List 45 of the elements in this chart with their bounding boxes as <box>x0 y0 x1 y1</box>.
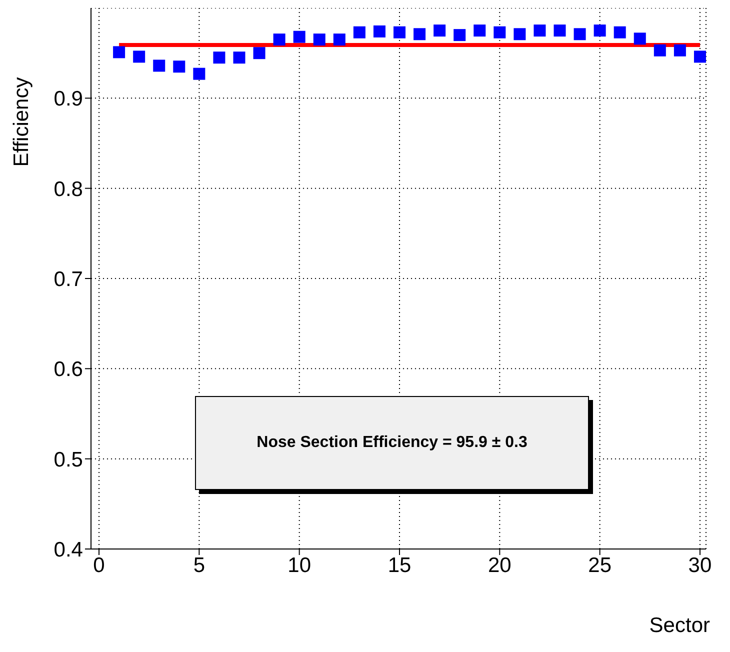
x-tick-label: 5 <box>193 554 206 577</box>
point <box>554 24 566 37</box>
point <box>614 26 626 38</box>
point <box>534 24 546 37</box>
point <box>514 28 526 40</box>
y-tick-label: 0.7 <box>54 268 83 291</box>
y-tick-label: 0.5 <box>54 448 83 472</box>
point <box>373 25 386 38</box>
x-tick-label: 20 <box>488 554 512 577</box>
point <box>133 50 146 63</box>
point <box>313 34 326 46</box>
x-tick-label: 0 <box>93 554 105 577</box>
point <box>434 24 446 37</box>
point <box>474 24 486 37</box>
y-axis-title: Efficiency <box>10 77 34 167</box>
point <box>674 44 686 56</box>
point <box>634 32 646 45</box>
point <box>494 26 506 38</box>
y-tick-label: 0.8 <box>54 178 83 201</box>
point <box>293 30 306 43</box>
y-tick-label: 0.9 <box>54 88 83 111</box>
point <box>454 29 466 42</box>
point <box>333 34 346 46</box>
point <box>594 24 606 37</box>
point <box>353 26 366 38</box>
point <box>414 28 426 40</box>
point <box>574 28 586 40</box>
y-tick-label: 0.4 <box>54 538 84 562</box>
point <box>113 46 126 58</box>
point <box>153 60 166 72</box>
point <box>213 52 226 64</box>
point <box>394 26 406 38</box>
point <box>173 60 186 73</box>
point <box>694 50 706 63</box>
x-tick-label: 10 <box>288 554 312 577</box>
point <box>193 68 206 80</box>
point <box>654 44 666 56</box>
x-tick-label: 15 <box>388 554 412 577</box>
y-tick-label: 0.6 <box>54 358 83 382</box>
point <box>233 52 246 64</box>
point <box>253 47 266 60</box>
x-tick-label: 30 <box>688 554 712 577</box>
x-tick-label: 25 <box>588 554 612 577</box>
x-axis-title: Sector <box>649 614 710 638</box>
point <box>273 34 286 46</box>
